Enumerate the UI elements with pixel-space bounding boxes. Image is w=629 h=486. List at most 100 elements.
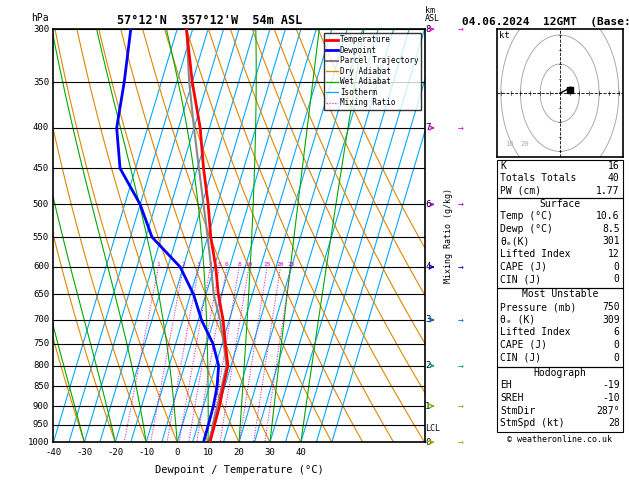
Text: 309: 309 [602, 315, 620, 325]
Text: 12: 12 [608, 249, 620, 259]
Text: 8: 8 [237, 262, 241, 267]
Text: 57°12'N  357°12'W  54m ASL: 57°12'N 357°12'W 54m ASL [117, 14, 302, 27]
Text: Totals Totals: Totals Totals [500, 174, 576, 183]
Text: 5: 5 [218, 262, 221, 267]
Text: 6: 6 [614, 328, 620, 337]
Text: 1: 1 [425, 401, 431, 411]
Text: 350: 350 [33, 78, 49, 87]
Text: 10: 10 [245, 262, 253, 267]
Text: 10.6: 10.6 [596, 211, 620, 221]
Text: 550: 550 [33, 233, 49, 242]
Text: -30: -30 [76, 449, 92, 457]
Text: 700: 700 [33, 315, 49, 324]
Text: →: → [458, 24, 464, 34]
Text: 20: 20 [277, 262, 284, 267]
Text: 25: 25 [287, 262, 295, 267]
Text: 900: 900 [33, 401, 49, 411]
Text: θₑ(K): θₑ(K) [500, 237, 530, 246]
Text: 750: 750 [33, 339, 49, 348]
Text: 400: 400 [33, 123, 49, 132]
Text: 287°: 287° [596, 405, 620, 416]
Text: StmDir: StmDir [500, 405, 535, 416]
Text: 0: 0 [614, 262, 620, 272]
Text: -19: -19 [602, 381, 620, 390]
Text: 40: 40 [296, 449, 306, 457]
Text: 450: 450 [33, 164, 49, 173]
Text: CIN (J): CIN (J) [500, 275, 541, 284]
Text: →: → [458, 401, 464, 411]
Text: hPa: hPa [31, 13, 49, 23]
Text: 600: 600 [33, 262, 49, 272]
Text: 2: 2 [425, 361, 431, 370]
Text: 850: 850 [33, 382, 49, 391]
Text: 0: 0 [614, 275, 620, 284]
Text: © weatheronline.co.uk: © weatheronline.co.uk [508, 435, 612, 444]
Text: 15: 15 [264, 262, 271, 267]
Text: Mixing Ratio (g/kg): Mixing Ratio (g/kg) [444, 188, 454, 283]
Text: 3: 3 [197, 262, 201, 267]
Text: 950: 950 [33, 420, 49, 429]
Text: Temp (°C): Temp (°C) [500, 211, 553, 221]
Text: →: → [458, 361, 464, 371]
Text: 0: 0 [614, 340, 620, 350]
Text: kt: kt [499, 31, 510, 40]
Text: 28: 28 [608, 418, 620, 428]
Text: Pressure (mb): Pressure (mb) [500, 302, 576, 312]
Text: 1.77: 1.77 [596, 186, 620, 196]
Text: Lifted Index: Lifted Index [500, 328, 571, 337]
Text: Surface: Surface [539, 199, 581, 208]
Text: Lifted Index: Lifted Index [500, 249, 571, 259]
Text: Dewpoint / Temperature (°C): Dewpoint / Temperature (°C) [155, 465, 323, 475]
Text: 1000: 1000 [28, 438, 49, 447]
Text: 6: 6 [425, 200, 431, 209]
Text: →: → [458, 199, 464, 209]
Text: 20: 20 [233, 449, 245, 457]
Text: 30: 30 [265, 449, 276, 457]
Text: 500: 500 [33, 200, 49, 209]
Text: 6: 6 [225, 262, 229, 267]
Text: θₑ (K): θₑ (K) [500, 315, 535, 325]
Text: 750: 750 [602, 302, 620, 312]
Text: 20: 20 [521, 140, 529, 147]
Text: SREH: SREH [500, 393, 523, 403]
Text: →: → [458, 262, 464, 272]
Text: 0: 0 [614, 353, 620, 363]
Text: 300: 300 [33, 25, 49, 34]
Text: km
ASL: km ASL [425, 6, 440, 23]
Text: 16: 16 [608, 161, 620, 171]
Text: 0: 0 [425, 438, 431, 447]
Text: →: → [458, 315, 464, 325]
Text: EH: EH [500, 381, 512, 390]
Text: K: K [500, 161, 506, 171]
Text: 0: 0 [174, 449, 180, 457]
Text: 301: 301 [602, 237, 620, 246]
Text: 40: 40 [608, 174, 620, 183]
Text: 10: 10 [203, 449, 213, 457]
Text: 650: 650 [33, 290, 49, 299]
Text: -10: -10 [602, 393, 620, 403]
Text: Most Unstable: Most Unstable [521, 290, 598, 299]
Text: 10: 10 [504, 140, 513, 147]
Text: -40: -40 [45, 449, 62, 457]
Text: 800: 800 [33, 361, 49, 370]
Text: 8: 8 [425, 25, 431, 34]
Text: 4: 4 [208, 262, 212, 267]
Text: -10: -10 [138, 449, 154, 457]
Text: 8.5: 8.5 [602, 224, 620, 234]
Text: CAPE (J): CAPE (J) [500, 340, 547, 350]
Text: CAPE (J): CAPE (J) [500, 262, 547, 272]
Text: →: → [458, 437, 464, 447]
Text: 2: 2 [182, 262, 186, 267]
Text: LCL: LCL [425, 424, 440, 433]
Text: 7: 7 [425, 123, 431, 132]
Text: →: → [458, 123, 464, 133]
Text: 4: 4 [425, 262, 431, 272]
Text: Dewp (°C): Dewp (°C) [500, 224, 553, 234]
Text: StmSpd (kt): StmSpd (kt) [500, 418, 565, 428]
Text: -20: -20 [108, 449, 123, 457]
Text: CIN (J): CIN (J) [500, 353, 541, 363]
Text: 04.06.2024  12GMT  (Base: 18): 04.06.2024 12GMT (Base: 18) [462, 17, 629, 27]
Legend: Temperature, Dewpoint, Parcel Trajectory, Dry Adiabat, Wet Adiabat, Isotherm, Mi: Temperature, Dewpoint, Parcel Trajectory… [324, 33, 421, 110]
Text: PW (cm): PW (cm) [500, 186, 541, 196]
Text: 3: 3 [425, 315, 431, 324]
